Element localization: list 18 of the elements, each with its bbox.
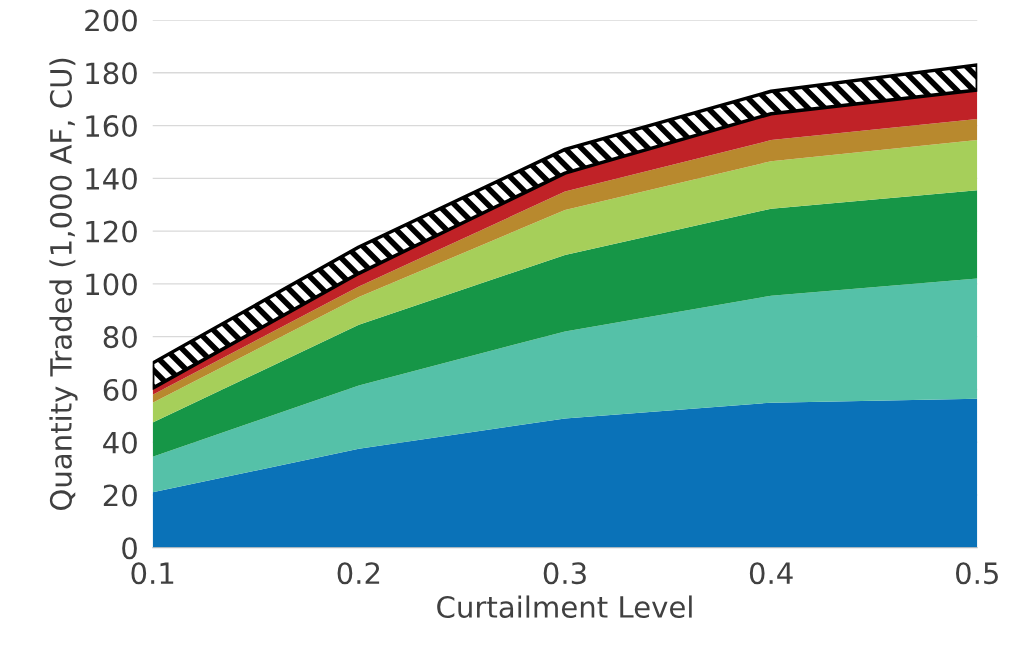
y-tick-label: 120 xyxy=(86,220,137,243)
y-tick-label: 40 xyxy=(103,431,137,454)
x-tick-label: 0.2 xyxy=(337,562,380,585)
x-axis-title: Curtailment Level xyxy=(437,595,692,619)
y-tick-label: 60 xyxy=(103,378,137,401)
x-tick-label: 0.3 xyxy=(543,562,586,585)
x-tick-label: 0.4 xyxy=(749,562,793,585)
y-axis-title: Quantity Traded (1,000 AF, CU) xyxy=(49,58,78,510)
x-tick-label: 0.1 xyxy=(131,562,174,585)
y-tick-label: 140 xyxy=(86,167,137,190)
y-tick-label: 160 xyxy=(86,115,137,138)
y-tick-label: 0 xyxy=(122,537,137,560)
x-tick-label: 0.5 xyxy=(956,562,998,585)
y-tick-label: 200 xyxy=(85,9,137,32)
y-tick-label: 180 xyxy=(86,62,137,85)
y-tick-label: 100 xyxy=(86,273,137,296)
y-tick-label: 80 xyxy=(103,326,137,349)
y-tick-label: 20 xyxy=(103,484,137,507)
